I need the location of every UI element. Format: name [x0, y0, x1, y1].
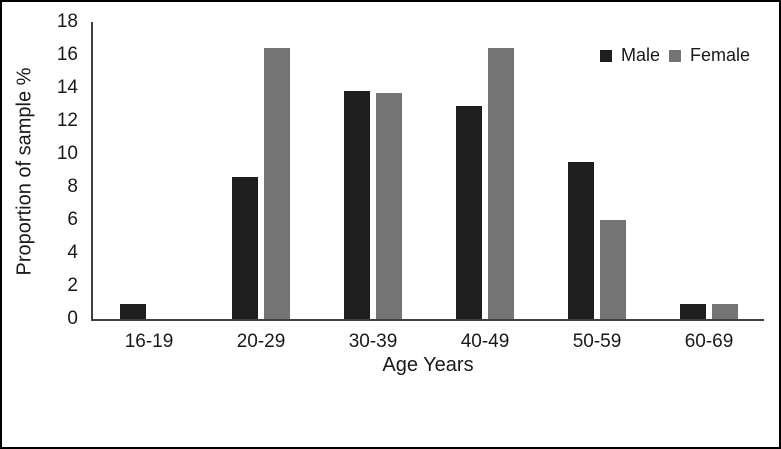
bar-male-16-19 [120, 304, 146, 319]
x-axis-title: Age Years [382, 354, 474, 376]
x-category-label-50-59: 50-59 [572, 331, 622, 352]
y-tick-label-18: 18 [56, 11, 78, 32]
y-tick-label-2: 2 [67, 275, 78, 296]
male-legend-swatch-icon [600, 49, 612, 62]
y-tick-label-14: 14 [56, 77, 78, 98]
x-category-label-60-69: 60-69 [684, 331, 734, 352]
y-tick-label-16: 16 [56, 44, 78, 65]
bar-male-60-69 [680, 304, 706, 319]
y-axis-title: Proportion of sample % [13, 67, 36, 276]
bar-male-30-39 [344, 91, 370, 319]
male-legend-label: Male [621, 45, 661, 65]
y-tick-label-10: 10 [56, 143, 78, 164]
female-legend-label: Female [690, 45, 751, 65]
y-tick-label-4: 4 [67, 242, 78, 263]
x-category-label-30-39: 30-39 [348, 331, 398, 352]
y-axis-line [91, 22, 93, 321]
x-axis-line [91, 319, 764, 321]
bar-male-20-29 [232, 177, 258, 319]
y-tick-label-8: 8 [67, 176, 78, 197]
bar-female-20-29 [264, 48, 290, 319]
bar-female-30-39 [376, 92, 402, 319]
x-category-label-20-29: 20-29 [236, 331, 286, 352]
bar-female-40-49 [488, 48, 514, 319]
female-legend-swatch-icon [669, 49, 682, 62]
bar-female-50-59 [600, 220, 626, 319]
x-category-label-40-49: 40-49 [460, 331, 510, 352]
bar-male-40-49 [456, 106, 482, 319]
y-tick-label-6: 6 [67, 209, 78, 230]
bar-female-60-69 [712, 304, 738, 319]
y-tick-label-0: 0 [67, 308, 78, 329]
bar-male-50-59 [568, 162, 594, 319]
legend: Male Female [600, 45, 750, 66]
y-tick-label-12: 12 [56, 110, 78, 131]
x-category-label-16-19: 16-19 [124, 331, 174, 352]
